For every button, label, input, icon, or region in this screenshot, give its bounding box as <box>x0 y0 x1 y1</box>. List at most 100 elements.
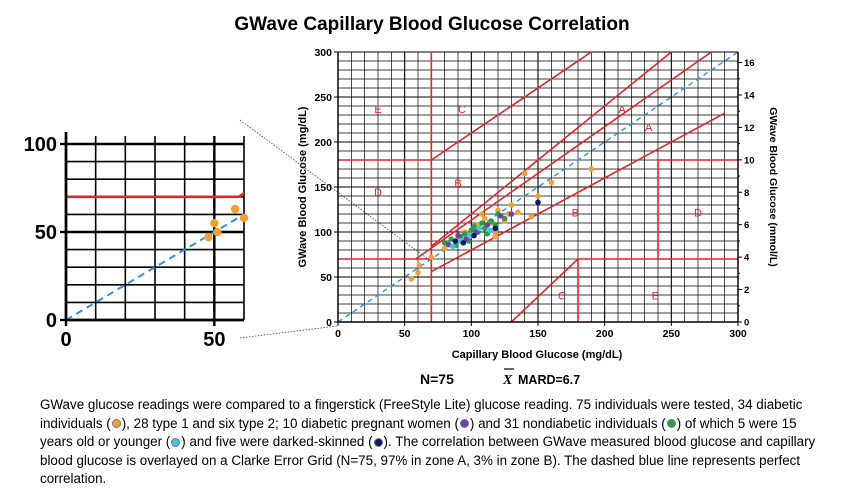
zone-label: A <box>618 104 626 116</box>
y-tick-label: 0 <box>326 317 332 329</box>
data-point-young <box>449 243 456 250</box>
caption-text-3: ) and 31 nondiabetic individuals ( <box>469 415 666 431</box>
y-tick-label: 150 <box>314 182 332 194</box>
figure-caption: GWave glucose readings were compared to … <box>40 396 830 489</box>
data-point-dark_skinned <box>492 225 499 232</box>
data-point-young <box>467 232 473 239</box>
data-point-diabetic <box>408 276 415 282</box>
x-tick-label: 150 <box>529 328 547 340</box>
data-point-diabetic <box>521 170 528 177</box>
data-point-nondiabetic <box>461 231 468 237</box>
data-point-diabetic <box>441 245 448 251</box>
data-point-diabetic <box>528 213 535 220</box>
young-marker-icon <box>171 437 181 447</box>
y2-tick-label: 8 <box>744 188 749 199</box>
data-point-nondiabetic <box>488 218 495 224</box>
n-count: N=75 <box>420 371 454 387</box>
zone-label: E <box>374 104 381 116</box>
data-point-dark_skinned <box>460 240 467 246</box>
nondiabetic-marker-icon <box>666 419 676 429</box>
x-tick-label: 100 <box>463 328 481 340</box>
y-tick-label: 100 <box>314 227 332 239</box>
data-point-nondiabetic <box>501 215 508 222</box>
zoom-connector-top <box>239 119 433 263</box>
y-axis-title: GWave Blood Glucose (mg/dL) <box>297 106 309 267</box>
inset-x-tick-label: 50 <box>203 329 225 351</box>
caption-text-4: ) of which 5 were 15 years old or younge… <box>40 415 797 450</box>
x-tick-label: 250 <box>663 328 681 340</box>
x-bar-symbol: X <box>502 373 513 388</box>
y2-tick-label: 2 <box>744 285 749 296</box>
y-tick-label: 300 <box>314 47 332 59</box>
y2-axis-title: GWave Blood Glucose (mmol/L) <box>767 107 779 266</box>
data-point-diabetic <box>548 179 555 186</box>
y2-tick-label: 6 <box>744 220 749 231</box>
y2-tick-label: 16 <box>744 58 755 69</box>
zone-boundary-line <box>430 52 673 248</box>
inset-data-point-diabetic <box>210 219 219 228</box>
y2-tick-label: 0 <box>744 318 749 329</box>
zone-boundary-line <box>415 52 712 260</box>
inset-identity-line <box>66 213 244 320</box>
data-point-pregnant <box>455 232 461 239</box>
data-points <box>408 166 595 282</box>
data-point-young <box>476 225 483 232</box>
zoom-connector-bottom <box>239 325 338 339</box>
zone-label: A <box>645 122 653 134</box>
summary-stats: N=75 X MARD=6.7 <box>420 368 580 388</box>
data-point-diabetic <box>588 166 595 172</box>
y2-tick-label: 14 <box>744 90 755 101</box>
inset-zone-boundary-line <box>238 191 244 198</box>
y2-tick-label: 12 <box>744 123 755 134</box>
chart-title: GWave Capillary Blood Glucose Correlatio… <box>234 14 630 35</box>
x-axis-title: Capillary Blood Glucose (mg/dL) <box>452 349 623 361</box>
inset-data-point-diabetic <box>213 227 222 237</box>
pregnant-marker-icon <box>459 419 469 429</box>
data-point-diabetic <box>515 209 521 215</box>
inset-y-tick-label: 0 <box>46 310 57 332</box>
data-point-nondiabetic <box>479 220 485 226</box>
y-tick-label: 250 <box>314 92 332 104</box>
axes: 0 50 100 150 200 250 3000501001502002503000246… <box>314 47 755 340</box>
caption-text-6: ). The correlation between GWave measure… <box>40 434 816 486</box>
zone-boundaries <box>338 52 738 322</box>
data-point-diabetic <box>428 254 435 260</box>
zone-label: C <box>558 291 566 303</box>
data-point-pregnant <box>508 211 515 217</box>
inset-zone-boundaries <box>66 191 244 199</box>
inset-zoom-chart: 0 50 100 0 50 <box>24 132 249 351</box>
data-point-diabetic <box>535 193 541 199</box>
inset-y-tick-label: 50 <box>35 222 57 244</box>
zone-label: D <box>694 208 702 220</box>
caption-text-5: ) and five were darked-skinned ( <box>181 434 373 449</box>
y-tick-label: 50 <box>320 272 332 284</box>
inset-data-point-diabetic <box>204 233 213 242</box>
zone-labels: A A B B C C D D E E <box>374 104 702 302</box>
x-tick-label: 50 <box>399 328 411 340</box>
data-point-diabetic <box>508 202 515 208</box>
data-point-diabetic <box>492 233 499 240</box>
data-point-pregnant <box>484 222 491 228</box>
zone-label: D <box>374 187 382 199</box>
inset-data-point-diabetic <box>230 204 240 214</box>
data-point-dark_skinned <box>452 238 459 244</box>
x-tick-label: 200 <box>596 328 614 340</box>
caption-text-1: GWave glucose readings were compared to … <box>40 397 803 431</box>
caption-text-2: ), 28 type 1 and six type 2; 10 diabetic… <box>121 415 459 431</box>
y-tick-label: 200 <box>314 137 332 149</box>
data-point-young <box>487 227 493 233</box>
inset-x-tick-label: 0 <box>60 329 71 351</box>
inset-y-tick-label: 100 <box>24 134 57 156</box>
dark-skinned-marker-icon <box>373 437 383 447</box>
inset-data-points <box>204 204 249 242</box>
x-tick-label: 0 <box>335 328 341 340</box>
inset-data-point-diabetic <box>239 213 249 223</box>
zone-label: B <box>572 208 579 220</box>
data-point-dark_skinned <box>535 199 541 206</box>
x-tick-label: 300 <box>729 328 747 340</box>
inset-axes: 0 50 100 0 50 <box>24 132 244 351</box>
data-point-dark_skinned <box>471 232 477 239</box>
zone-label: B <box>454 178 461 190</box>
